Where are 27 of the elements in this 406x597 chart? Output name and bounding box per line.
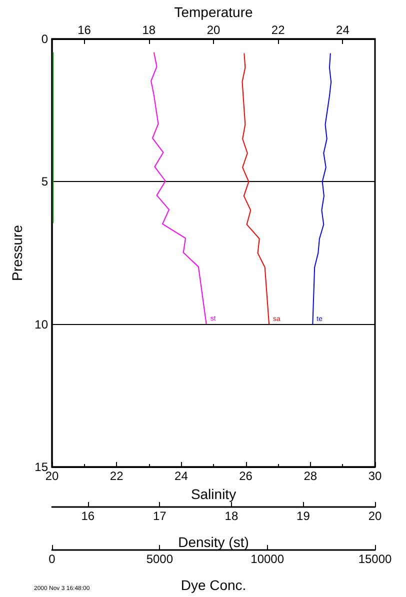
y-axis-title: Pressure [8, 224, 25, 282]
x-tick-label: 20 [368, 509, 382, 523]
x-tick-label: 16 [81, 509, 95, 523]
y-tick-label: 5 [41, 174, 48, 189]
x-tick-label: 15000 [358, 552, 392, 566]
x-tick-label: 30 [368, 469, 382, 483]
x-tick-label: 22 [110, 469, 124, 483]
x2-tick-label: 20 [206, 23, 220, 37]
x-tick-label: 19 [296, 509, 310, 523]
x-axis-title: Density (st) [178, 534, 249, 550]
x-tick-label: 18 [224, 509, 238, 523]
x-axis-title: Dye Conc. [180, 577, 246, 593]
y-tick-label: 0 [41, 32, 48, 46]
x2-tick-label: 24 [336, 23, 350, 37]
x2-axis-title: Temperature [174, 4, 254, 20]
x-tick-label: 17 [152, 509, 167, 523]
x-tick-label: 26 [239, 469, 253, 483]
line-series [242, 52, 270, 325]
x2-tick-label: 16 [78, 23, 92, 37]
x2-tick-label: 22 [271, 23, 286, 37]
x-tick-label: 24 [174, 469, 188, 483]
y-tick-label: 10 [34, 317, 48, 332]
x-tick-label: 28 [304, 469, 318, 483]
x-axis-title: Salinity [190, 486, 236, 502]
x-tick-label: 5000 [146, 552, 174, 566]
x-tick-label: 10000 [250, 552, 284, 566]
x2-tick-label: 18 [142, 23, 156, 37]
